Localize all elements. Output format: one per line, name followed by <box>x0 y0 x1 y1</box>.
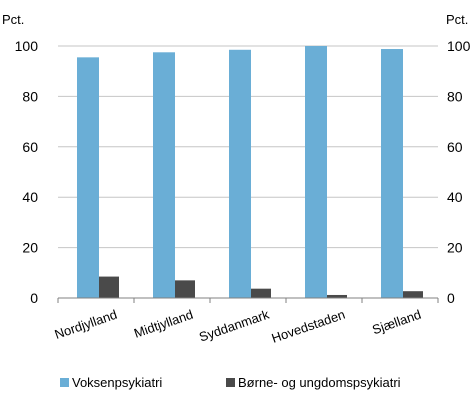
legend: Voksenpsykiatri Børne- og ungdomspsykiatr… <box>60 375 401 390</box>
bar-boerne <box>327 294 347 298</box>
y-tick-label-left: 100 <box>15 38 39 54</box>
y-tick-label-left: 20 <box>22 240 38 256</box>
y-unit-left: Pct. <box>2 12 24 27</box>
y-tick-label-left: 0 <box>30 290 38 306</box>
y-tick-label-right: 40 <box>447 189 463 205</box>
bar-boerne <box>403 291 423 298</box>
x-category-label: Nordjylland <box>53 307 119 342</box>
bar-voksen <box>77 57 99 299</box>
y-tick-label-right: 80 <box>447 88 463 104</box>
bar-boerne <box>251 288 271 298</box>
x-category-label: Syddanmark <box>197 306 271 344</box>
bar-voksen <box>381 49 403 298</box>
y-ticks-left: 0 20 40 60 80 100 <box>15 38 39 306</box>
legend-swatch <box>60 378 69 387</box>
bar-boerne <box>175 280 195 298</box>
y-tick-label-left: 40 <box>22 189 38 205</box>
y-tick-label-right: 60 <box>447 139 463 155</box>
bars <box>77 46 423 299</box>
y-ticks-right: 0 20 40 60 80 100 <box>447 38 471 306</box>
legend-label: Børne- og ungdomspsykiatri <box>238 375 401 390</box>
bar-voksen <box>153 52 175 298</box>
y-unit-right: Pct. <box>446 12 468 27</box>
y-tick-label-right: 100 <box>447 38 471 54</box>
y-tick-label-right: 0 <box>447 290 455 306</box>
x-category-label: Midtjylland <box>132 307 195 341</box>
bar-boerne <box>99 276 119 298</box>
legend-swatch <box>226 378 235 387</box>
x-category-labels: Nordjylland Midtjylland SyddanmarkHovedsta… <box>53 298 439 346</box>
bar-voksen <box>229 49 251 298</box>
x-category-label: Hovedstaden <box>270 307 347 346</box>
y-tick-label-left: 80 <box>22 88 38 104</box>
legend-label: Voksenpsykiatri <box>72 375 162 390</box>
bar-voksen <box>305 46 327 298</box>
y-tick-label-left: 60 <box>22 139 38 155</box>
y-tick-label-right: 20 <box>447 240 463 256</box>
x-category-label: Sjælland <box>370 307 423 338</box>
